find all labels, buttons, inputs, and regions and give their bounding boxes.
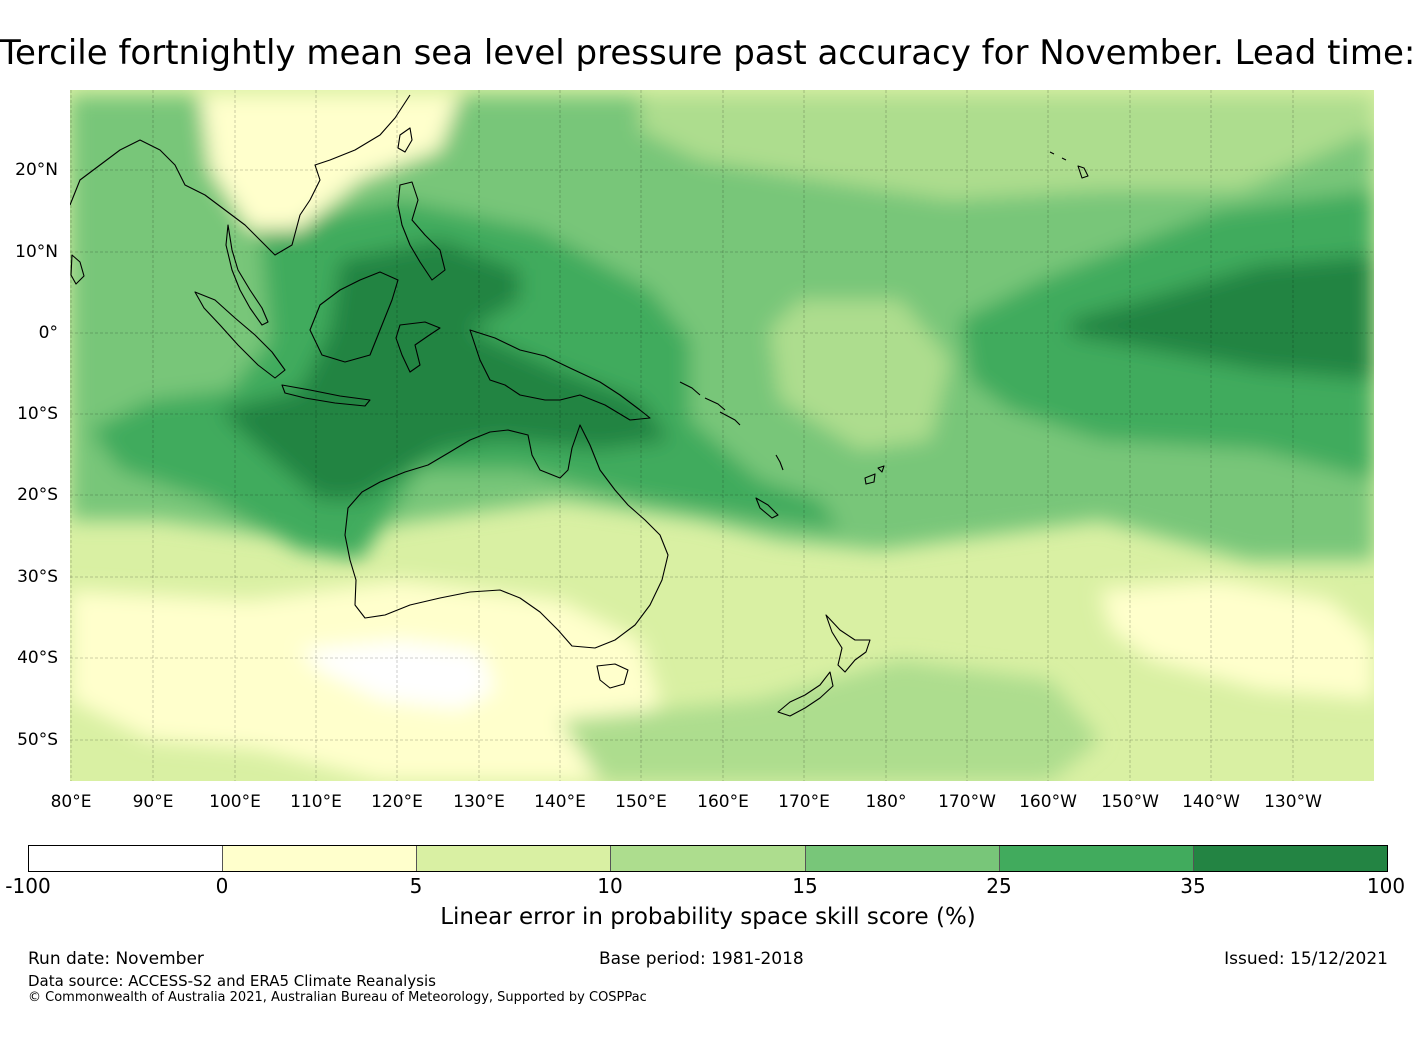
lat-label: 30°S [17, 567, 58, 587]
colorbar-tick: 25 [986, 874, 1012, 898]
data-source: Data source: ACCESS-S2 and ERA5 Climate … [28, 972, 436, 990]
colorbar-tick: 100 [1366, 874, 1406, 898]
lat-label: 10°S [17, 404, 58, 424]
lon-label: 160°E [697, 792, 749, 812]
colorbar-tick: 35 [1180, 874, 1206, 898]
coast-new-caledonia [755, 497, 779, 519]
coast-fiji [864, 465, 885, 485]
colorbar-segment [805, 846, 1000, 871]
band-35-100-maritime [220, 240, 670, 500]
coast-java [281, 384, 371, 407]
band-0-5-china [200, 95, 460, 230]
lat-label: 20°S [17, 485, 58, 505]
colorbar-segment [417, 846, 612, 871]
coast-australia [344, 424, 669, 649]
lon-label: 130°E [453, 792, 505, 812]
lon-label: 150°E [615, 792, 667, 812]
lat-label: 10°N [15, 242, 58, 262]
lon-label: 100°E [209, 792, 261, 812]
coast-new-zealand-south [777, 671, 834, 717]
lon-label: 170°W [938, 792, 996, 812]
copyright: © Commonwealth of Australia 2021, Austra… [28, 990, 647, 1005]
lon-label: 180° [865, 792, 907, 812]
colorbar-tick: 15 [792, 874, 818, 898]
colorbar-tick: 10 [597, 874, 623, 898]
coast-vanuatu [775, 454, 784, 471]
coast-sulawesi [395, 321, 441, 373]
lon-label: 120°E [371, 792, 423, 812]
coast-solomon-islands [679, 381, 741, 426]
lon-label: 90°E [132, 792, 174, 812]
lon-label: 160°W [1019, 792, 1077, 812]
run-date: Run date: November [28, 949, 204, 969]
base-period: Base period: 1981-2018 [599, 949, 804, 969]
coast-tasmania [596, 663, 629, 689]
lat-label: 50°S [17, 730, 58, 750]
graticule [70, 90, 1374, 781]
colorbar-segment [29, 846, 224, 871]
colorbar-tick: -100 [5, 874, 51, 898]
lat-label: 0° [38, 323, 58, 343]
lon-label: 140°W [1182, 792, 1240, 812]
colorbar-segment [223, 846, 418, 871]
lon-label: 170°E [778, 792, 830, 812]
coast-asia-mainland [70, 94, 411, 256]
coast-philippines [397, 181, 446, 281]
lon-label: 130°W [1264, 792, 1322, 812]
lat-label: 40°S [17, 648, 58, 668]
colorbar-tick: 0 [215, 874, 229, 898]
colorbar-label: Linear error in probability space skill … [440, 904, 976, 930]
coast-sri-lanka [70, 254, 85, 285]
coast-sumatra [194, 291, 286, 379]
coast-borneo [309, 271, 399, 363]
lon-label: 110°E [290, 792, 342, 812]
chart-title: Tercile fortnightly mean sea level press… [0, 33, 1416, 73]
band-0-5-south-pacific [1100, 580, 1374, 700]
colorbar-segment [1193, 846, 1387, 871]
coast-malay-peninsula [225, 224, 269, 326]
lon-label: 140°E [534, 792, 586, 812]
coast-new-zealand-north [825, 614, 871, 673]
band-10-15-north [640, 95, 1374, 200]
coastlines [70, 94, 1089, 717]
colorbar [28, 845, 1388, 872]
coast-new-guinea [469, 329, 651, 421]
lat-label: 20°N [15, 160, 58, 180]
lon-label: 150°W [1101, 792, 1159, 812]
colorbar-segment [611, 846, 806, 871]
lon-label: 80°E [50, 792, 92, 812]
coast-hawaii [1049, 151, 1089, 179]
colorbar-segment [999, 846, 1194, 871]
colorbar-tick: 5 [409, 874, 423, 898]
coast-taiwan [397, 127, 413, 153]
issued-date: Issued: 15/12/2021 [1224, 949, 1388, 969]
band-neg-south-indian [300, 640, 495, 710]
band-35-100-east-pacific [1070, 255, 1374, 380]
band-10-15-central [770, 300, 950, 450]
band-10-15-south [560, 660, 1100, 781]
